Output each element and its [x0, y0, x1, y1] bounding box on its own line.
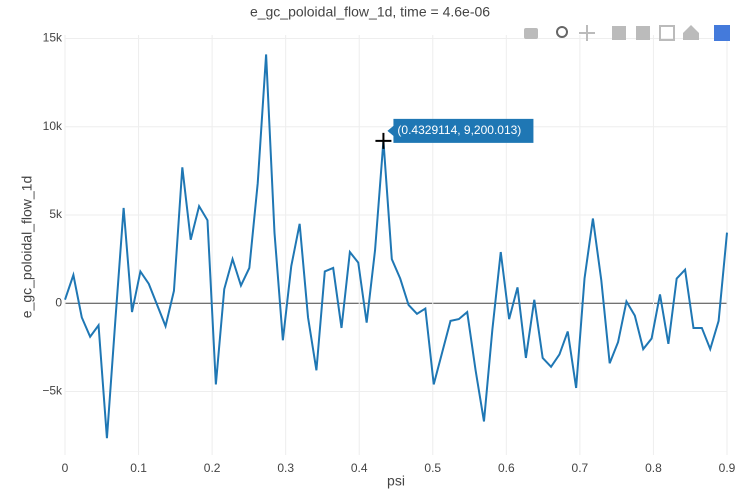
y-tick-label: 10k: [43, 119, 63, 133]
x-tick-label: 0: [62, 461, 69, 475]
zoom-in-button[interactable]: [612, 26, 626, 40]
x-tick-label: 0.9: [719, 461, 736, 475]
x-tick-label: 0.6: [498, 461, 515, 475]
zoom-out-button[interactable]: [636, 26, 650, 40]
y-tick-label: −5k: [42, 384, 63, 398]
x-axis-label: psi: [387, 473, 405, 489]
autoscale-button[interactable]: [659, 25, 675, 41]
y-axis-label: e_gc_poloidal_flow_1d: [19, 176, 35, 318]
plotly-logo[interactable]: [714, 25, 730, 41]
camera-button[interactable]: [524, 28, 538, 39]
pan-button[interactable]: [579, 25, 595, 41]
x-tick-label: 0.2: [204, 461, 221, 475]
x-tick-label: 0.3: [277, 461, 294, 475]
zoom-button[interactable]: [556, 26, 568, 38]
hover-label: (0.4329114, 9,200.013): [397, 123, 521, 137]
y-tick-label: 5k: [49, 207, 63, 221]
x-tick-label: 0.8: [645, 461, 662, 475]
y-tick-label: 0: [55, 295, 62, 309]
crosshair: [375, 132, 392, 149]
x-tick-label: 0.4: [351, 461, 368, 475]
hover-box: [387, 118, 534, 143]
x-tick-label: 0.5: [424, 461, 441, 475]
y-tick-label: 15k: [43, 31, 63, 45]
toolbar: [524, 25, 730, 41]
reset-button[interactable]: [683, 25, 699, 40]
x-tick-label: 0.7: [572, 461, 589, 475]
grid: [64, 35, 728, 455]
line-series: [64, 54, 728, 439]
x-tick-label: 0.1: [130, 461, 147, 475]
chart-title: e_gc_poloidal_flow_1d, time = 4.6e-06: [250, 4, 490, 20]
